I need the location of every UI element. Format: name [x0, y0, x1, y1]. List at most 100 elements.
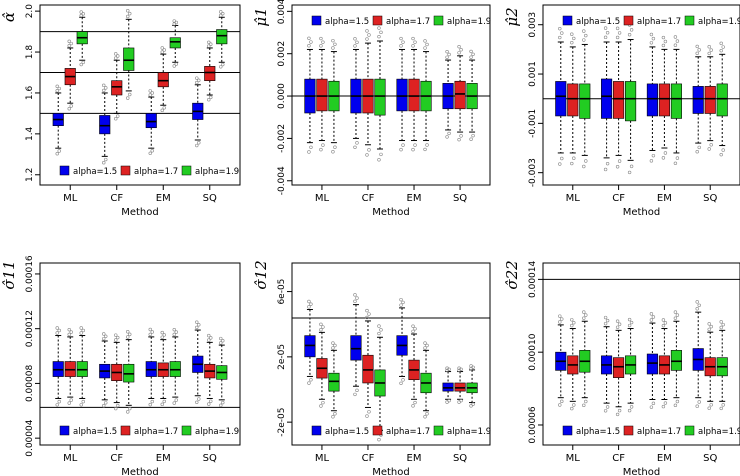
outlier-point	[617, 408, 622, 413]
outlier-point	[445, 49, 449, 54]
outlier-point	[307, 44, 311, 48]
outlier-point	[582, 316, 586, 320]
x-tick-label: SQ	[703, 193, 717, 204]
outlier-point	[355, 388, 359, 393]
outlier-point	[411, 147, 415, 152]
x-tick-label: SQ	[453, 453, 467, 464]
box-body	[111, 80, 123, 96]
outlier-point	[321, 325, 325, 329]
legend-swatch	[59, 165, 70, 176]
outlier-point	[150, 399, 154, 404]
outlier-point	[413, 400, 417, 405]
legend-swatch	[311, 15, 322, 26]
outlier-point	[67, 107, 71, 111]
outlier-point	[353, 392, 357, 397]
box-mark	[716, 320, 728, 411]
outlier-point	[603, 315, 608, 320]
outlier-point	[707, 45, 711, 49]
outlier-point	[603, 167, 608, 172]
outlier-point	[411, 404, 415, 408]
legend-swatch	[562, 15, 573, 26]
box-mark	[646, 32, 658, 163]
outlier-point	[221, 11, 225, 16]
box-body	[716, 83, 728, 117]
outlier-point	[413, 327, 417, 331]
legend-swatch	[181, 165, 192, 176]
outlier-point	[114, 406, 118, 411]
outlier-point	[365, 153, 369, 157]
box-mark	[362, 308, 374, 418]
outlier-point	[629, 28, 634, 32]
y-tick-label: -0.002	[277, 124, 287, 153]
box-mark	[420, 341, 432, 419]
legend-label: alpha=1.7	[134, 167, 178, 177]
y-tick-label: 0.00012	[25, 310, 35, 347]
outlier-point	[615, 165, 620, 169]
box-body	[601, 78, 613, 119]
box-mark	[567, 32, 579, 166]
outlier-point	[55, 84, 59, 89]
outlier-point	[584, 33, 588, 38]
outlier-point	[459, 134, 463, 138]
box-body	[646, 83, 658, 117]
outlier-point	[707, 51, 711, 56]
box-mark	[408, 36, 420, 152]
outlier-point	[148, 93, 152, 97]
x-tick-label: SQ	[453, 193, 467, 204]
outlier-point	[695, 44, 699, 49]
outlier-point	[333, 42, 337, 47]
outlier-point	[649, 405, 654, 409]
outlier-point	[207, 98, 211, 102]
outlier-point	[423, 346, 427, 350]
outlier-point	[558, 314, 562, 318]
box-mark	[625, 317, 637, 413]
box-mark	[99, 332, 111, 408]
legend-label: alpha=1.9	[447, 427, 491, 437]
outlier-point	[309, 40, 313, 44]
outlier-point	[197, 141, 201, 145]
outlier-point	[148, 332, 152, 337]
outlier-point	[331, 341, 335, 345]
x-axis-label: Method	[372, 467, 410, 476]
outlier-point	[615, 319, 620, 323]
outlier-point	[207, 40, 211, 45]
y-tick-label: 0.001	[528, 61, 538, 87]
outlier-point	[425, 143, 429, 147]
outlier-point	[377, 324, 381, 328]
outlier-point	[195, 143, 199, 148]
outlier-point	[719, 325, 723, 330]
outlier-point	[695, 300, 699, 304]
box-body	[670, 350, 682, 371]
outlier-point	[399, 303, 403, 307]
box-mark	[555, 26, 567, 166]
outlier-point	[162, 333, 166, 337]
outlier-point	[697, 48, 701, 52]
legend-swatch	[684, 425, 695, 436]
outlier-point	[195, 325, 199, 330]
outlier-point	[457, 44, 461, 49]
outlier-point	[445, 400, 449, 404]
outlier-point	[423, 147, 427, 152]
outlier-point	[174, 398, 178, 402]
x-tick-label: SQ	[203, 453, 217, 464]
outlier-point	[114, 117, 118, 121]
outlier-point	[219, 65, 223, 69]
outlier-point	[331, 346, 335, 350]
box-body	[304, 335, 316, 358]
outlier-point	[104, 157, 108, 162]
outlier-point	[116, 114, 120, 118]
x-tick-label: CF	[362, 453, 375, 464]
outlier-point	[675, 39, 680, 43]
x-tick-label: CF	[612, 453, 625, 464]
outlier-point	[150, 91, 154, 95]
outlier-point	[401, 300, 405, 305]
x-tick-label: SQ	[703, 453, 717, 464]
plot-frame	[39, 4, 241, 186]
box-mark	[157, 330, 169, 407]
outlier-point	[367, 148, 371, 152]
outlier-point	[673, 161, 678, 166]
legend-swatch	[120, 165, 131, 176]
boxplot-panel: -2e-05 2e-05 6e-05 ML CF EM SQ Method σ̂12 alpha=…	[252, 260, 491, 476]
box-body	[613, 81, 625, 119]
